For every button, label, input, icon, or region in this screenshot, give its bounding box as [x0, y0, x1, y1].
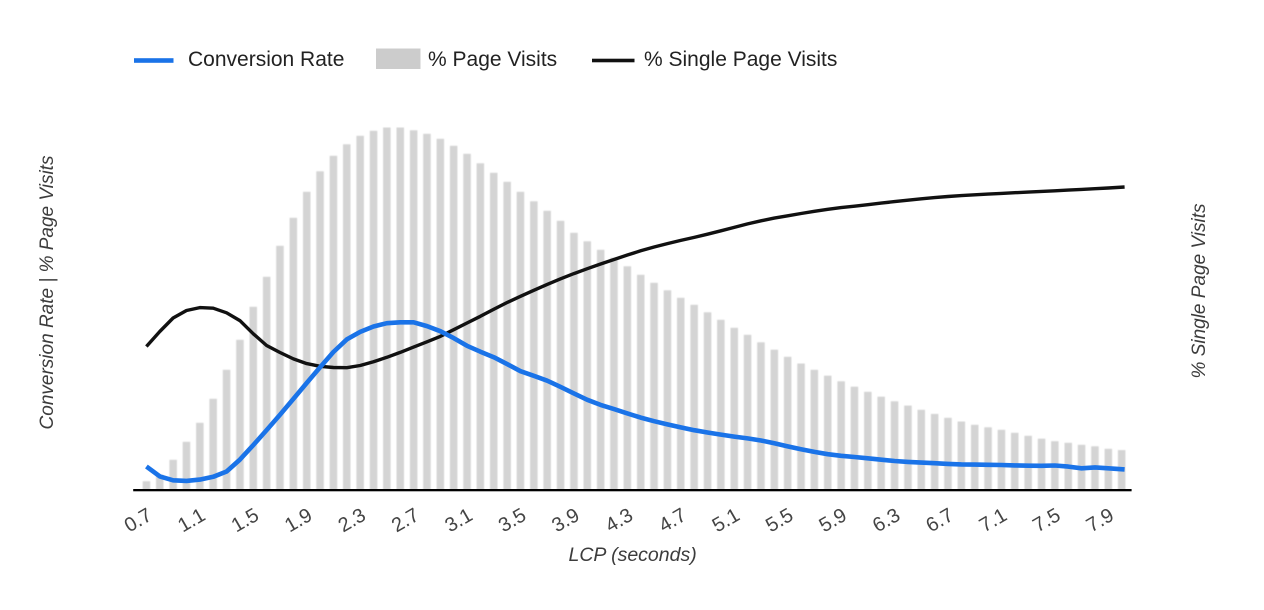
svg-text:% Single Page Visits: % Single Page Visits	[1189, 203, 1210, 378]
svg-text:LCP (seconds): LCP (seconds)	[568, 544, 696, 566]
svg-text:% Single Page Visits: % Single Page Visits	[644, 48, 837, 71]
svg-text:Conversion Rate | % Page Visit: Conversion Rate | % Page Visits	[37, 155, 58, 429]
svg-text:Conversion Rate: Conversion Rate	[188, 48, 344, 71]
svg-text:% Page Visits: % Page Visits	[428, 48, 557, 71]
